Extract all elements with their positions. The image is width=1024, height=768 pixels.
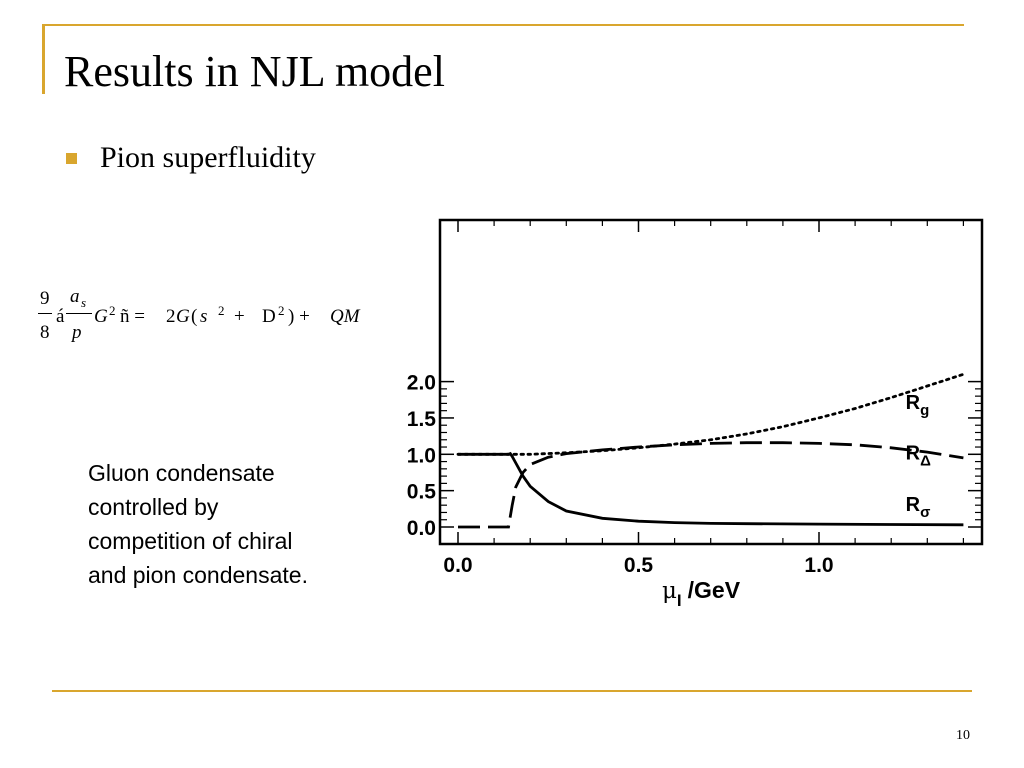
eq-ket-equals: ñ = xyxy=(120,306,145,327)
eq-plus: + xyxy=(234,306,245,327)
y-tick-label: 1.0 xyxy=(407,444,436,467)
x-axis-label: μI/GeV xyxy=(662,577,741,610)
bottom-divider xyxy=(52,690,972,692)
eq-QM: QM xyxy=(330,306,360,327)
ratio-vs-isospin-chemical-potential-chart: 0.0 0.5 1.0 0.0 0.5 1.0 1.5 2.0 Rg RΔ Rσ μI/GeV xyxy=(407,218,984,610)
series-label: Rσ xyxy=(906,494,931,521)
eq-G2: G xyxy=(176,306,190,327)
eq-denominator: 8 xyxy=(40,322,50,343)
series-label: RΔ xyxy=(906,442,931,469)
series-line-solid xyxy=(458,451,964,527)
x-tick-label: 0.5 xyxy=(624,554,654,577)
eq-delta-sup: 2 xyxy=(278,303,285,318)
description-line-3: competition of chiral xyxy=(88,528,293,554)
title-accent-bar xyxy=(42,24,45,94)
series-line-dotted xyxy=(456,372,965,456)
eq-alpha-sub: s xyxy=(81,295,87,310)
gluon-condensate-equation: 9 8 á a s p G 2 ñ = 2 G ( s 2 + D 2 ) + … xyxy=(36,282,386,362)
x-tick-label: 0.0 xyxy=(443,554,472,577)
description-line-2: controlled by xyxy=(88,494,219,520)
bullet-text: Pion superfluidity xyxy=(100,141,316,174)
page-number: 10 xyxy=(956,728,970,743)
plot-frame xyxy=(438,218,984,546)
y-tick-label: 2.0 xyxy=(407,372,436,395)
description-line-1: Gluon condensate xyxy=(88,460,275,486)
y-tick-label: 0.5 xyxy=(407,481,437,504)
series-line-dashed xyxy=(458,441,964,529)
eq-alpha: a xyxy=(70,286,80,307)
slide-title: Results in NJL model xyxy=(64,47,445,96)
eq-delta: D xyxy=(262,306,276,327)
eq-G: G xyxy=(94,306,108,327)
description-text: Gluon condensate controlled by competiti… xyxy=(88,456,378,592)
eq-open-paren: ( xyxy=(191,306,198,327)
eq-sigma: s xyxy=(200,306,208,327)
eq-two: 2 xyxy=(166,306,176,327)
eq-G-sup: 2 xyxy=(109,303,116,318)
x-tick-label: 1.0 xyxy=(804,554,833,577)
top-divider xyxy=(44,24,964,26)
description-line-4: and pion condensate. xyxy=(88,562,308,588)
series-label: Rg xyxy=(906,392,930,419)
eq-fraction-bar-2 xyxy=(66,313,92,314)
eq-pi: p xyxy=(72,322,82,343)
eq-bra: á xyxy=(56,306,65,327)
eq-sigma-sup: 2 xyxy=(218,303,225,318)
y-tick-label: 1.5 xyxy=(407,408,437,431)
eq-fraction-bar xyxy=(38,313,52,314)
eq-close-plus: ) + xyxy=(288,306,310,327)
eq-numerator: 9 xyxy=(40,288,50,309)
y-tick-label: 0.0 xyxy=(407,517,436,540)
bullet-square-icon xyxy=(66,153,77,164)
